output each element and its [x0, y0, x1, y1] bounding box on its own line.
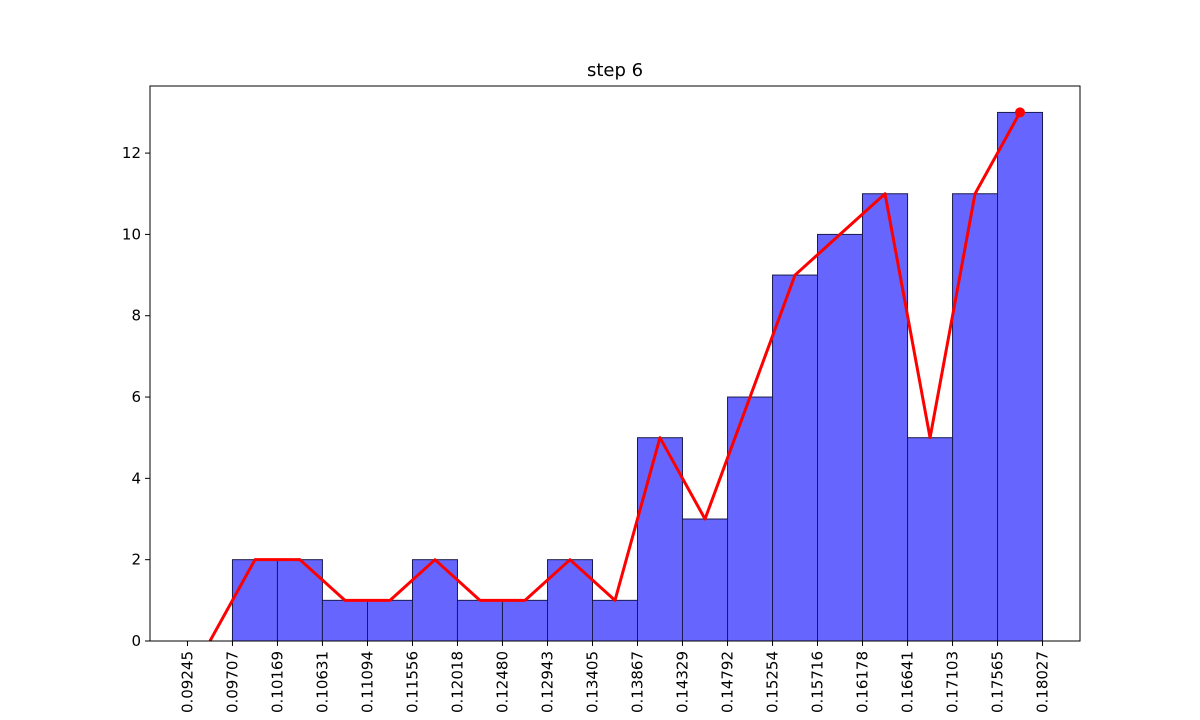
histogram-bar [501, 599, 549, 642]
y-tick-label: 8 [131, 307, 141, 325]
y-tick-label: 6 [131, 388, 141, 406]
histogram-bar [952, 193, 999, 642]
histogram-bar [681, 518, 729, 642]
x-tick-label: 0.10169 [268, 651, 286, 713]
x-tick-label: 0.15716 [809, 651, 827, 713]
x-tick-label: 0.13867 [628, 651, 646, 713]
histogram-bar [592, 599, 638, 642]
x-tick-label: 0.15254 [764, 651, 782, 713]
x-tick-label: 0.12480 [493, 651, 511, 713]
histogram-bar [997, 111, 1044, 642]
chart-title: step 6 [587, 60, 643, 81]
histogram-bar [861, 193, 909, 642]
x-tick-label: 0.16641 [899, 651, 917, 713]
x-tick-label: 0.17103 [944, 651, 962, 713]
x-tick-label: 0.17565 [989, 651, 1007, 713]
line-series-group [208, 107, 1026, 642]
x-tick-label: 0.18027 [1034, 651, 1052, 713]
x-tick-label: 0.10631 [313, 651, 331, 713]
x-tick-label: 0.13405 [584, 651, 602, 713]
y-tick-label: 12 [122, 144, 141, 162]
x-tick-label: 0.12943 [539, 651, 557, 713]
x-tick-label: 0.09707 [223, 651, 241, 713]
y-tick-label: 10 [122, 225, 141, 243]
histogram-bar [772, 274, 819, 642]
histogram-bar [367, 599, 413, 642]
x-tick-label: 0.11094 [359, 651, 377, 713]
line-series [208, 111, 1022, 642]
line-end-marker [1015, 107, 1026, 118]
plot-frame [149, 85, 1081, 642]
x-axis: 0.09245 0.09707 0.10169 0.10631 0.11094 0.115… [178, 641, 1052, 713]
histogram-bar [456, 599, 503, 642]
y-tick-label: 0 [131, 632, 141, 650]
histogram-bar [321, 599, 369, 642]
histogram-bar [817, 233, 863, 642]
histogram-bar [727, 396, 774, 642]
histogram-bar [411, 559, 458, 642]
histogram-bar [907, 437, 954, 642]
bars-group [231, 111, 1044, 642]
y-axis: 0 2 4 6 8 10 12 [122, 144, 150, 650]
y-tick-label: 4 [131, 469, 141, 487]
x-tick-label: 0.12018 [448, 651, 466, 713]
x-tick-label: 0.16178 [853, 651, 871, 713]
histogram-bar [231, 559, 278, 642]
x-tick-label: 0.11556 [403, 651, 421, 713]
x-tick-label: 0.14329 [673, 651, 691, 713]
x-tick-label: 0.14792 [719, 651, 737, 713]
y-tick-label: 2 [131, 551, 141, 569]
x-tick-label: 0.09245 [178, 651, 196, 713]
